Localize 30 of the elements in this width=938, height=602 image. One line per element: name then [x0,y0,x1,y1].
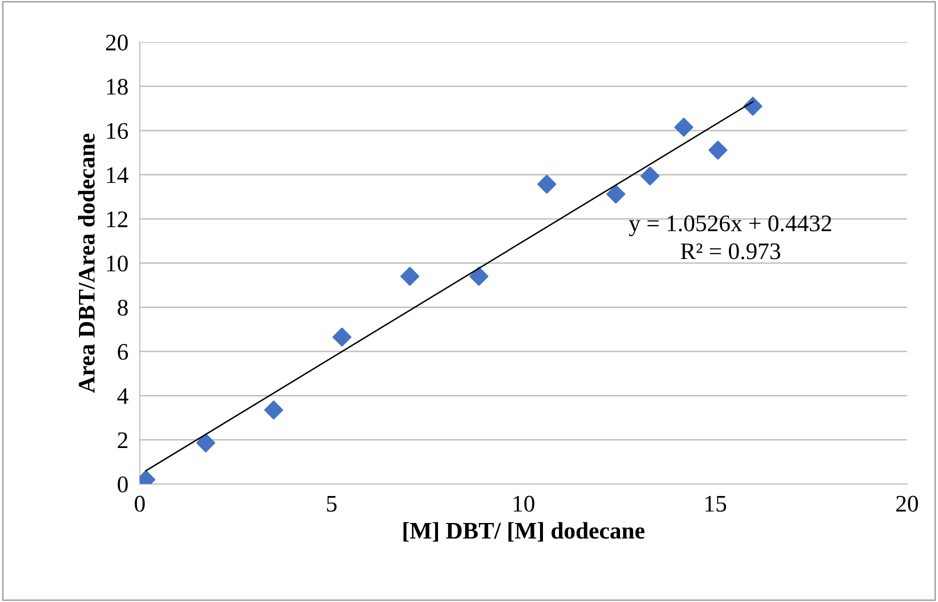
point [264,400,284,420]
y-tick-label: 16 [107,123,128,139]
point [537,174,556,194]
x-axis-title: [M] DBT/ [M] dodecane [404,522,644,542]
point [469,266,488,286]
y-tick-label: 12 [107,211,128,228]
point [606,184,626,204]
annotation: y = 1.0526x + 0.4432 [629,215,832,236]
point [674,118,694,137]
x-tick-label: 5 [327,496,337,512]
x-tick-label: 15 [705,496,726,512]
x-tick-label: 0 [134,496,145,512]
y-tick-label: 20 [106,34,128,51]
annotation: R² = 0.973 [680,243,780,260]
y-tick-label: 4 [117,388,128,404]
x-tick-label: 20 [896,496,918,512]
y-tick-label: 10 [107,256,128,272]
y-axis-title: Area DBT/Area dodecane [78,134,95,393]
y-tick-label: 18 [107,78,128,95]
y-tick-label: 6 [118,344,128,360]
point [196,433,216,452]
y-tick-label: 14 [107,167,128,183]
point [332,328,352,347]
point [400,266,420,286]
point [708,140,728,160]
point [640,166,660,186]
y-tick-label: 2 [118,432,128,448]
y-tick-label: 0 [118,476,128,492]
y-tick-label: 8 [118,300,128,316]
x-tick-label: 10 [514,496,534,512]
